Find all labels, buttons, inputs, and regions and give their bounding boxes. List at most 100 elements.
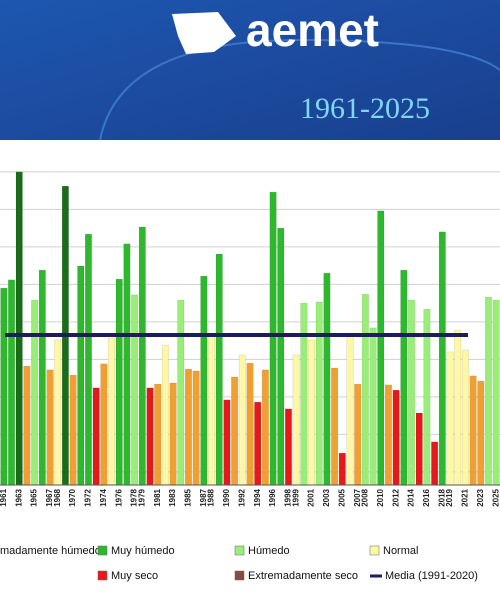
bar (169, 382, 177, 486)
legend-label: Media (1991-2020) (385, 570, 478, 582)
legend-swatch (97, 545, 108, 556)
bar (284, 408, 292, 486)
bar (123, 243, 131, 486)
bar (31, 299, 39, 486)
header (0, 0, 500, 140)
x-tick-label: 1988 (207, 488, 216, 506)
x-tick-label: 1965 (30, 488, 39, 506)
bar (192, 370, 200, 486)
bar (338, 452, 346, 486)
bar (77, 265, 85, 486)
bar (92, 387, 100, 486)
x-tick-label: 2025 (491, 488, 500, 506)
bar (15, 171, 23, 486)
x-tick-label: 2023 (476, 488, 485, 506)
bar (277, 227, 285, 486)
x-tick-label: 1987 (199, 488, 208, 506)
legend-swatch (369, 545, 380, 556)
x-tick-label: 1963 (14, 488, 23, 506)
x-tick-label: 2007 (353, 488, 362, 506)
bar (492, 299, 500, 486)
bar (208, 334, 216, 486)
x-tick-label: 2016 (422, 488, 431, 506)
bar (346, 332, 354, 486)
bar (384, 384, 392, 486)
x-tick-label: 2021 (460, 488, 469, 506)
legend-swatch (234, 545, 245, 556)
bar (400, 269, 408, 486)
bar (115, 278, 123, 486)
x-tick-label: 1961 (0, 488, 8, 506)
bar (8, 279, 16, 486)
bar (377, 210, 385, 486)
bar (361, 293, 369, 486)
x-tick-label: 1970 (68, 488, 77, 506)
legend-label: Muy seco (111, 570, 158, 582)
bar (246, 362, 254, 486)
bar (261, 369, 269, 486)
bar (446, 351, 454, 486)
bar (323, 272, 331, 486)
bar (331, 367, 339, 486)
bar (200, 275, 208, 486)
bar (454, 329, 462, 486)
x-tick-label: 1992 (237, 488, 246, 506)
bar (477, 380, 485, 486)
x-tick-label: 2008 (360, 488, 369, 506)
bar (392, 389, 400, 486)
x-tick-label: 1979 (137, 488, 146, 506)
x-tick-label: 2014 (407, 488, 416, 506)
x-tick-label: 2018 (437, 488, 446, 506)
bar (231, 376, 239, 486)
x-tick-label: 2010 (376, 488, 385, 506)
bar (300, 302, 308, 486)
x-tick-label: 2005 (337, 488, 346, 506)
x-tick-label: 1999 (291, 488, 300, 506)
x-tick-label: 1968 (53, 488, 62, 506)
bar (354, 383, 362, 486)
bar (146, 387, 154, 486)
bar (38, 269, 46, 486)
bar (269, 191, 277, 486)
bar (154, 383, 162, 486)
bar (184, 368, 192, 486)
bar (408, 299, 416, 486)
x-tick-label: 2012 (391, 488, 400, 506)
x-tick-label: 1972 (84, 488, 93, 506)
bar (0, 287, 8, 486)
x-tick-label: 1996 (268, 488, 277, 506)
legend-swatch (234, 570, 245, 581)
x-tick-label: 2003 (322, 488, 331, 506)
x-tick-label: 1994 (253, 488, 262, 506)
bar (369, 327, 377, 486)
bar (177, 299, 185, 486)
legend-label: madamente húmedo (0, 545, 101, 557)
bar (315, 301, 323, 486)
bar (415, 412, 423, 486)
legend-label: Normal (383, 545, 418, 557)
period: 1961-2025 (300, 92, 430, 125)
bar (138, 226, 146, 486)
bar (100, 363, 108, 486)
bar (84, 233, 92, 486)
bar (438, 231, 446, 486)
bar (131, 294, 139, 486)
bar (69, 374, 77, 486)
legend-label: Muy húmedo (111, 545, 175, 557)
x-tick-label: 1990 (222, 488, 231, 506)
logo-icon (172, 12, 236, 54)
x-tick-label: 1976 (114, 488, 123, 506)
bar (223, 399, 231, 486)
bar (215, 253, 223, 486)
bar (431, 441, 439, 486)
bar (46, 369, 54, 486)
header-swoosh (99, 38, 500, 141)
x-tick-label: 1983 (168, 488, 177, 506)
bar (108, 337, 116, 486)
x-tick-label: 1974 (99, 488, 108, 506)
bar (23, 365, 31, 486)
x-tick-label: 2019 (445, 488, 454, 506)
legend-label: Húmedo (248, 545, 290, 557)
